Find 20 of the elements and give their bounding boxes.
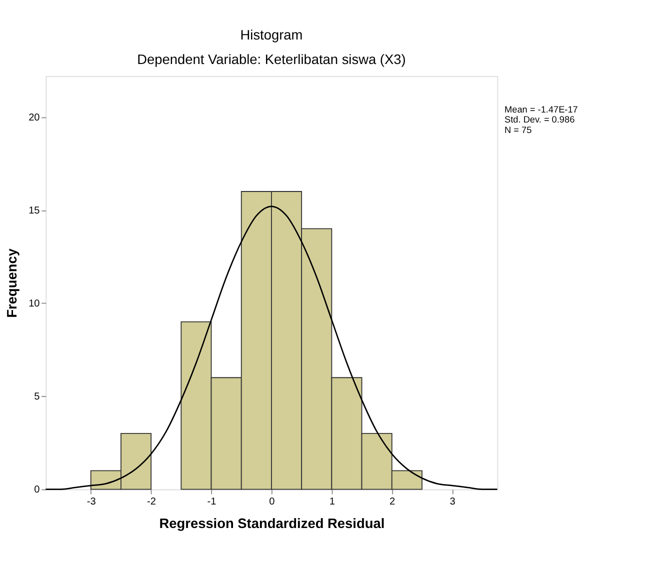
text: Mean = -1.47E-17 <box>504 104 578 115</box>
y-axis-title: Frequency <box>4 248 20 318</box>
y-tick-label: 15 <box>28 205 40 216</box>
x-tick-label: -1 <box>207 496 217 508</box>
text: Std. Dev. = 0.986 <box>504 114 575 125</box>
x-tick-label: -3 <box>86 496 96 508</box>
x-tick-label: 1 <box>329 496 336 508</box>
x-tick-label: 2 <box>390 496 396 508</box>
x-tick-label: 3 <box>450 496 456 508</box>
y-tick-label: 20 <box>28 112 40 124</box>
text: N = 75 <box>504 124 532 135</box>
x-axis-title: Regression Standardized Residual <box>159 516 385 532</box>
y-tick-label: 5 <box>34 391 40 402</box>
x-tick-label: 0 <box>269 496 276 508</box>
y-tick-label: 10 <box>28 298 40 310</box>
x-tick-label: -2 <box>147 496 156 508</box>
chart-title: Histogram <box>240 28 303 43</box>
line-series <box>45 206 498 490</box>
y-tick-label: 0 <box>34 484 40 496</box>
chart-subtitle: Dependent Variable: Keterlibatan siswa (X3) <box>137 52 406 68</box>
